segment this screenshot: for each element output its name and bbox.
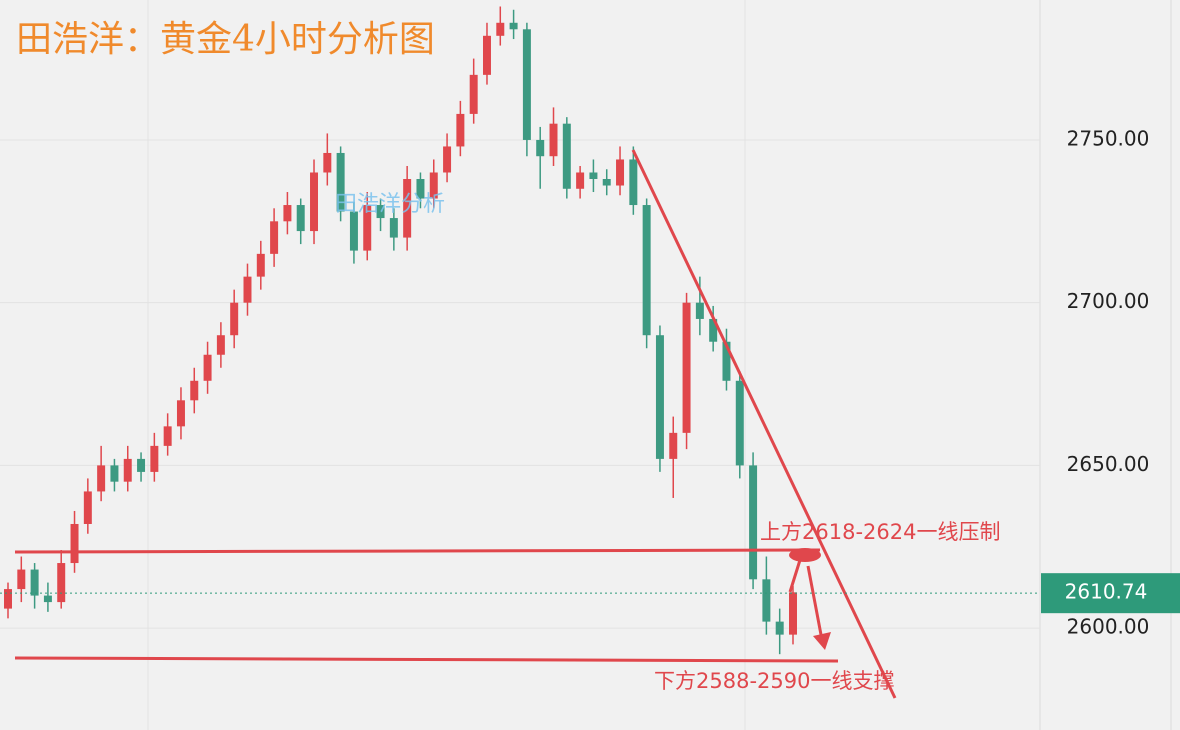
candle-body (576, 172, 585, 189)
candle-body (496, 22, 505, 36)
candle-body (123, 458, 132, 482)
candle-body (482, 35, 491, 75)
candle-body (642, 205, 651, 336)
candle-body (163, 426, 172, 446)
candle-body (443, 146, 452, 173)
annotation: 上方2618-2624一线压制 (760, 520, 1000, 544)
y-tick-label: 2650.00 (1067, 452, 1150, 476)
candle-body (669, 432, 678, 459)
candle-body (176, 400, 185, 427)
candle-body (429, 172, 438, 199)
candle-body (363, 205, 372, 251)
watermark: 田浩洋分析 (335, 192, 445, 217)
candle-body (416, 179, 425, 199)
candle-body (243, 276, 252, 303)
candle-body (17, 569, 26, 590)
arrow-head (813, 632, 831, 650)
candle-body (655, 335, 664, 459)
candle-body (296, 205, 305, 232)
candle-body (43, 595, 52, 603)
trend-line (631, 149, 897, 699)
candle-body (789, 592, 797, 635)
candle-body (310, 172, 319, 232)
candle-body (536, 139, 545, 157)
annotation: 下方2588-2590一线支撑 (654, 669, 894, 693)
candle-body (749, 465, 758, 580)
candle-body (70, 523, 79, 564)
candle-body (695, 302, 704, 319)
candle-body (83, 491, 92, 524)
candle-body (549, 123, 558, 157)
candle-body (722, 341, 731, 381)
candle-body (376, 205, 385, 219)
candle-body (562, 123, 571, 189)
y-tick-label: 2750.00 (1067, 126, 1150, 150)
candle-body (403, 179, 412, 238)
candle-layer (4, 6, 797, 655)
candle-body (589, 172, 598, 180)
candle-body (522, 29, 531, 140)
resistance-line (14, 548, 821, 554)
candle-body (336, 152, 345, 212)
candle-body (216, 335, 225, 355)
candle-body (762, 579, 771, 622)
highlight (789, 548, 821, 562)
candle-body (190, 380, 199, 401)
candle-body (469, 74, 478, 114)
candle-body (110, 465, 119, 482)
candle-body (256, 253, 265, 277)
candle-body (150, 445, 159, 472)
candle-body (509, 22, 518, 30)
candle-body (389, 218, 398, 238)
candle-body (629, 159, 638, 206)
candle-body (203, 354, 212, 381)
candle-body (735, 380, 744, 466)
candle-body (97, 465, 106, 492)
y-tick-label: 2700.00 (1067, 289, 1150, 313)
candle-body (616, 159, 625, 186)
last-price-box (1041, 573, 1180, 614)
candle-body (602, 179, 611, 186)
candle-body (283, 205, 292, 222)
y-tick-label: 2600.00 (1067, 615, 1150, 639)
support-line (14, 656, 839, 663)
arrow-line (788, 559, 824, 641)
candle-body (137, 458, 146, 472)
candle-body (30, 569, 39, 596)
candle-body (775, 621, 784, 635)
candle-body (349, 211, 358, 251)
candle-body (682, 302, 691, 433)
candle-body (230, 302, 239, 336)
candle-body (4, 589, 12, 609)
candle-body (57, 563, 66, 603)
last-price-label: 2610.74 (1065, 580, 1148, 604)
candle-body (270, 221, 279, 254)
grid-layer (0, 139, 1040, 629)
candle-body (323, 152, 332, 173)
candle-body (456, 113, 465, 147)
chart-title: 田浩洋：黄金4小时分析图 (16, 19, 435, 60)
candle-body (709, 318, 718, 342)
